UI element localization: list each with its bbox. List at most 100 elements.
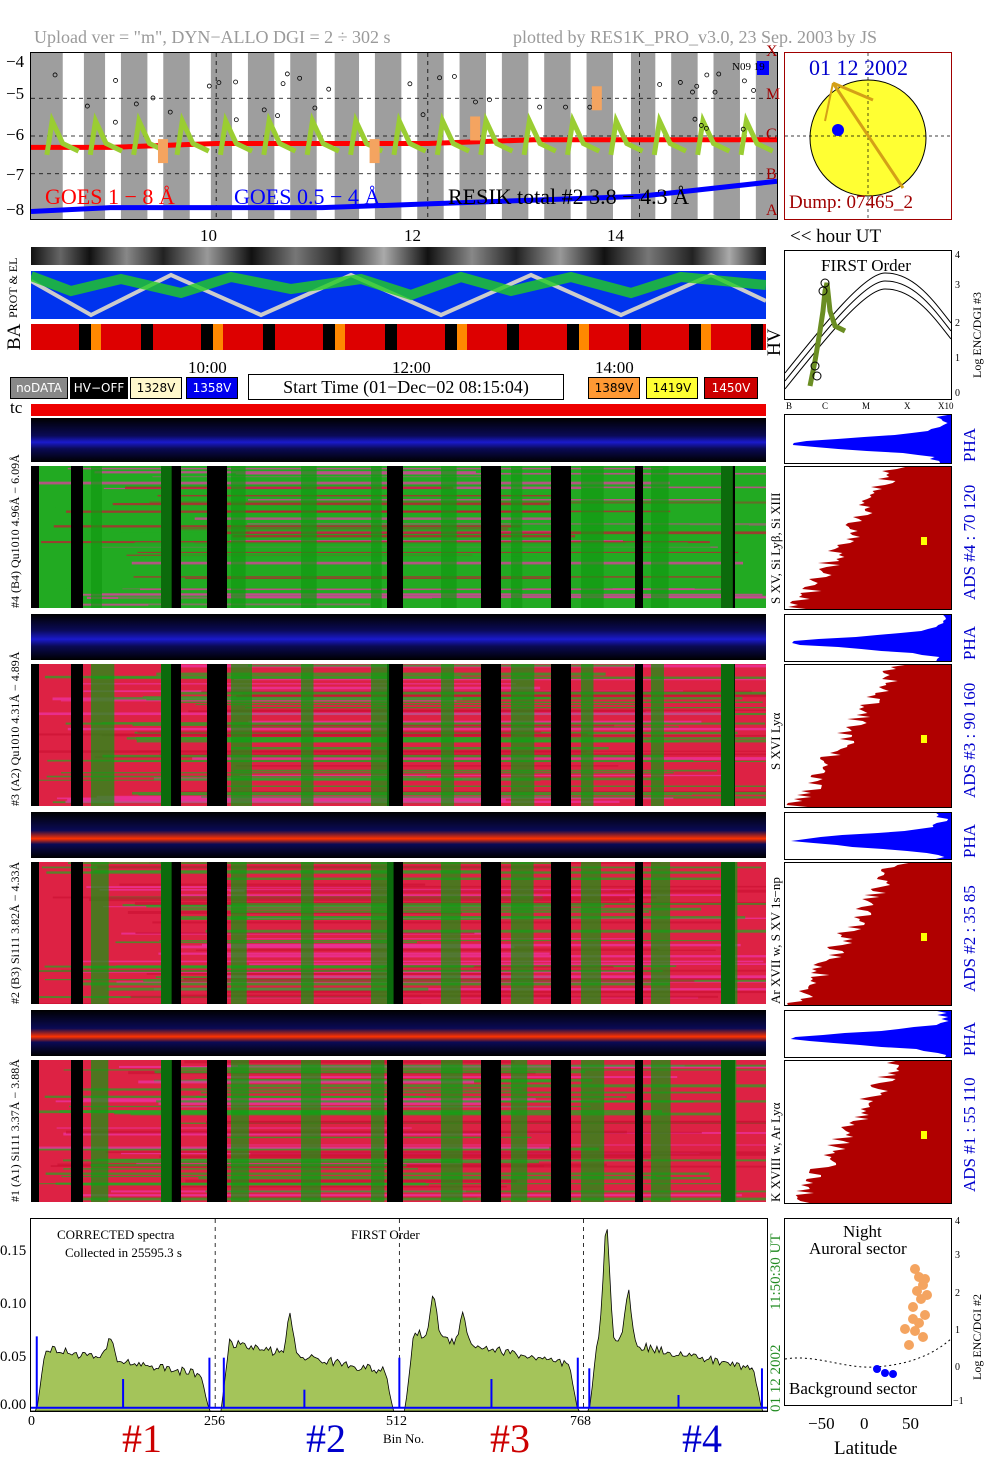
ads-hist-ch3 (784, 664, 952, 808)
resik-trace (391, 112, 427, 156)
ads-hist-ch4 (784, 466, 952, 610)
legend-1389v: 1389V (588, 377, 640, 399)
spec-xtick: 768 (570, 1414, 591, 1429)
goes-ytick: −8 (6, 200, 25, 219)
auroral-point (920, 1310, 930, 1320)
ads-histogram (787, 863, 951, 1005)
spectrum-area (31, 1229, 767, 1411)
hv-strip (31, 324, 766, 350)
auroral-label: Auroral sector (809, 1239, 907, 1258)
spectrum-label-3: #3 (490, 1416, 530, 1461)
fo-xtick: X10 (938, 401, 954, 411)
spectrum-date: 01 12 2002 (768, 1344, 784, 1413)
fo-ytick: 2 (955, 318, 960, 329)
pha-label: PHA (960, 823, 979, 858)
spectrogram-ch2 (31, 862, 766, 1004)
background-label: Background sector (789, 1379, 917, 1398)
time-tick: 10:00 (188, 358, 227, 377)
orange-marker (470, 116, 481, 141)
flare-point (437, 75, 442, 81)
lat-ytick: 0 (955, 1362, 960, 1373)
flare-point (537, 104, 543, 110)
ads-label-4: ADS #4 : 70 120 (960, 484, 979, 600)
pha-histogram (790, 1011, 951, 1057)
dump-id: Dump: 07465_2 (789, 192, 914, 213)
auroral-point (900, 1324, 910, 1334)
first-order-title: FIRST Order (821, 256, 911, 275)
flare-point (112, 119, 118, 125)
goes-ytick: −7 (6, 165, 25, 184)
goes-class-m: M (766, 86, 781, 103)
spectrum-label-2: #2 (306, 1416, 346, 1461)
flare-point (233, 79, 239, 85)
spectrum-note-1: CORRECTED spectra (57, 1227, 175, 1242)
flare-point (742, 78, 747, 84)
resik-trace (565, 112, 601, 156)
day-band (316, 53, 335, 219)
orbit-track (831, 82, 905, 189)
spectrum-order: FIRST Order (351, 1227, 420, 1242)
channel-label-3: #3 (A2) Qu1010 4.31Å − 4.89Å (8, 651, 22, 806)
fo-ylabel: Log ENC/DGI #3 (970, 292, 984, 378)
spectrum-plot (31, 1219, 767, 1411)
noaa-satellite: N09 19 (732, 61, 765, 73)
resik-trace (738, 112, 774, 156)
hour-tick: 10 (200, 226, 217, 245)
auroral-point (910, 1326, 920, 1336)
spec-ytick: 0.05 (0, 1349, 27, 1365)
sun-panel: 01 12 2002 Dump: 07465_2 (784, 52, 952, 220)
lines-label-4: S XV, Si Lyβ, Si XIII (768, 492, 783, 604)
pha-strip-ch4 (31, 418, 766, 462)
hour-tick: 12 (404, 226, 421, 245)
lat-xtick: 50 (902, 1414, 919, 1433)
flare-point (473, 99, 478, 105)
noaa-marker (757, 61, 769, 75)
pha-histogram (790, 813, 951, 859)
spectrum-panel: CORRECTED spectra Collected in 25595.3 s… (30, 1218, 768, 1412)
day-band (147, 53, 164, 219)
pha-hist-ch3 (784, 614, 952, 662)
spec-ytick: 0.00 (0, 1397, 27, 1413)
flare-point (133, 101, 139, 107)
elevation-strip (31, 247, 766, 265)
lines-label-2: Ar XVII w, S XV 1s−np (768, 877, 783, 1004)
orange-marker (591, 86, 602, 111)
lat-ytick: 3 (955, 1250, 960, 1261)
legend-1419v: 1419V (646, 377, 698, 399)
flare-point (452, 74, 457, 79)
legend-goes-long: GOES 1 − 8 Å (45, 184, 175, 209)
day-band (359, 53, 375, 219)
hv-label: HV (764, 328, 785, 356)
ads-hist-ch1 (784, 1060, 952, 1204)
spectrum-note-2: Collected in 25595.3 s (65, 1245, 182, 1260)
upload-info: Upload ver = "m", DYN−ALLO DGI = 2 ÷ 302… (34, 27, 391, 47)
tc-bar (31, 404, 766, 416)
flare-point (233, 117, 239, 123)
ads-histogram (788, 467, 951, 609)
lat-ytick: −1 (953, 1396, 964, 1407)
tc-label: tc (10, 398, 23, 417)
goes-ytick: −6 (6, 125, 25, 144)
resik-trace (261, 112, 297, 156)
resik-trace (651, 112, 688, 156)
spec-ytick: 0.15 (0, 1243, 27, 1259)
spec-xlabel: Bin No. (383, 1431, 425, 1446)
flare-point (420, 112, 426, 118)
goes-class-c: C (766, 126, 777, 143)
lat-xtick: 0 (860, 1414, 869, 1433)
orange-marker (369, 139, 380, 164)
flare-point (716, 71, 722, 77)
ads-marker (921, 1131, 927, 1139)
spec-ytick: 0.10 (0, 1296, 27, 1312)
resik-trace (44, 112, 80, 156)
flare-point (694, 83, 700, 89)
flare-point (312, 105, 318, 111)
spec-xtick: 512 (386, 1414, 407, 1429)
flare-point (740, 126, 746, 132)
flare-point (657, 82, 663, 87)
lines-label-1: K XVIII w, Ar Lyα (768, 1102, 783, 1202)
lat-xtick: −50 (808, 1414, 835, 1433)
fo-xtick: X (904, 401, 911, 411)
fo-ytick: 3 (955, 280, 960, 291)
resik-trace (131, 112, 167, 156)
